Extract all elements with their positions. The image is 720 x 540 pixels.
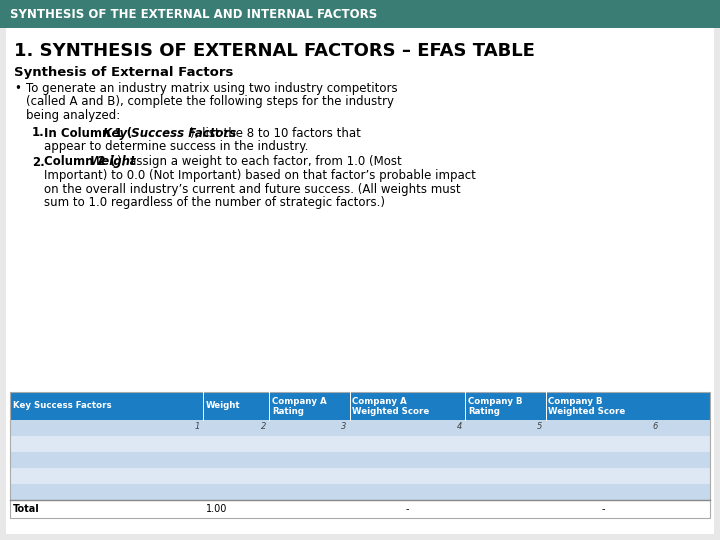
Text: sum to 1.0 regardless of the number of strategic factors.): sum to 1.0 regardless of the number of s… [44, 196, 385, 209]
Text: Total: Total [13, 504, 40, 514]
Text: In Column 1 (: In Column 1 ( [44, 126, 132, 139]
FancyBboxPatch shape [6, 28, 714, 534]
FancyBboxPatch shape [10, 452, 710, 468]
Text: Company A: Company A [272, 397, 327, 406]
Text: being analyzed:: being analyzed: [26, 109, 120, 122]
FancyBboxPatch shape [10, 500, 710, 518]
Text: Weight: Weight [205, 402, 240, 410]
Text: ), list the 8 to 10 factors that: ), list the 8 to 10 factors that [189, 126, 361, 139]
Text: 1.00: 1.00 [205, 504, 227, 514]
Text: Company A: Company A [353, 397, 407, 406]
FancyBboxPatch shape [0, 0, 720, 28]
FancyBboxPatch shape [10, 392, 710, 420]
Text: -: - [405, 504, 409, 514]
Text: Weighted Score: Weighted Score [353, 407, 430, 416]
Text: 1. SYNTHESIS OF EXTERNAL FACTORS – EFAS TABLE: 1. SYNTHESIS OF EXTERNAL FACTORS – EFAS … [14, 42, 535, 60]
FancyBboxPatch shape [10, 468, 710, 484]
Text: Synthesis of External Factors: Synthesis of External Factors [14, 66, 233, 79]
Text: •: • [14, 82, 21, 95]
FancyBboxPatch shape [10, 420, 710, 436]
FancyBboxPatch shape [10, 484, 710, 500]
Text: 1: 1 [194, 422, 199, 431]
FancyBboxPatch shape [10, 436, 710, 452]
Text: 4: 4 [456, 422, 462, 431]
Text: Rating: Rating [468, 407, 500, 416]
Text: on the overall industry’s current and future success. (All weights must: on the overall industry’s current and fu… [44, 183, 461, 195]
Text: Company B: Company B [468, 397, 523, 406]
Text: Rating: Rating [272, 407, 304, 416]
Text: (called A and B), complete the following steps for the industry: (called A and B), complete the following… [26, 96, 394, 109]
Text: Company B: Company B [549, 397, 603, 406]
Text: 2: 2 [261, 422, 266, 431]
Text: Key Success Factors: Key Success Factors [13, 402, 112, 410]
Text: 2.: 2. [32, 156, 45, 168]
Text: Column 2 (: Column 2 ( [44, 156, 115, 168]
Text: ), assign a weight to each factor, from 1.0 (Most: ), assign a weight to each factor, from … [117, 156, 402, 168]
Text: 6: 6 [652, 422, 658, 431]
Text: Weight: Weight [89, 156, 136, 168]
Text: 5: 5 [537, 422, 542, 431]
Text: 1.: 1. [32, 126, 45, 139]
Text: Key Success Factors: Key Success Factors [103, 126, 236, 139]
Text: appear to determine success in the industry.: appear to determine success in the indus… [44, 140, 308, 153]
Text: -: - [601, 504, 605, 514]
Text: SYNTHESIS OF THE EXTERNAL AND INTERNAL FACTORS: SYNTHESIS OF THE EXTERNAL AND INTERNAL F… [10, 8, 377, 21]
Text: Important) to 0.0 (Not Important) based on that factor’s probable impact: Important) to 0.0 (Not Important) based … [44, 169, 476, 182]
Text: To generate an industry matrix using two industry competitors: To generate an industry matrix using two… [26, 82, 397, 95]
Text: 3: 3 [341, 422, 346, 431]
Text: Weighted Score: Weighted Score [549, 407, 626, 416]
